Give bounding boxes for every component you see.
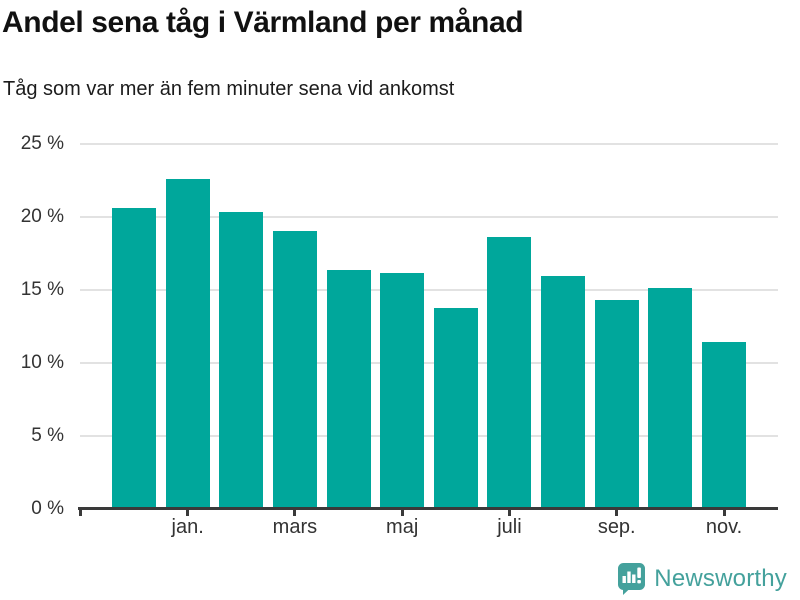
x-axis-line xyxy=(78,507,778,510)
newsworthy-logo-text: Newsworthy xyxy=(654,565,787,592)
y-axis-label: 0 % xyxy=(31,498,64,519)
x-axis-label: nov. xyxy=(705,516,743,538)
bar-okt. xyxy=(648,288,693,507)
x-axis-tick xyxy=(293,510,297,516)
y-axis-label: 20 % xyxy=(20,206,64,227)
x-axis-tick xyxy=(507,510,511,516)
y-axis-label: 15 % xyxy=(20,279,64,300)
axis-origin-tick xyxy=(78,510,82,516)
bar-mars xyxy=(272,231,317,507)
gridline xyxy=(80,435,778,437)
y-axis-label: 25 % xyxy=(20,133,64,154)
gridline xyxy=(80,216,778,218)
y-axis-label: 10 % xyxy=(20,352,64,373)
x-axis-tick xyxy=(615,510,619,516)
gridline xyxy=(80,143,778,145)
page-title: Andel sena tåg i Värmland per månad xyxy=(2,6,524,39)
x-axis-tick xyxy=(186,510,190,516)
bar-juli xyxy=(487,236,532,507)
x-axis-label: mars xyxy=(272,516,318,538)
gridline xyxy=(80,362,778,364)
bar-aug. xyxy=(541,276,586,507)
bar-juni xyxy=(433,308,478,507)
x-axis-tick xyxy=(400,510,404,516)
bar-dec. xyxy=(112,207,156,507)
newsworthy-bar-chart-speech-bubble-icon xyxy=(618,563,646,595)
x-axis-label: maj xyxy=(386,516,419,538)
bar-nov. xyxy=(702,342,746,507)
x-axis-label: sep. xyxy=(597,516,636,538)
bar-sep. xyxy=(594,299,639,507)
x-axis-label: jan. xyxy=(171,516,204,538)
y-axis-label: 5 % xyxy=(31,425,64,446)
bar-maj xyxy=(380,273,425,507)
bar-feb. xyxy=(219,212,264,507)
newsworthy-logo[interactable]: Newsworthy xyxy=(617,562,787,596)
x-axis-label: juli xyxy=(497,516,522,538)
gridline xyxy=(80,289,778,291)
bar-april xyxy=(326,270,371,507)
x-axis-tick xyxy=(722,510,726,516)
bar-jan. xyxy=(165,178,210,507)
page-subtitle: Tåg som var mer än fem minuter sena vid … xyxy=(3,78,455,100)
